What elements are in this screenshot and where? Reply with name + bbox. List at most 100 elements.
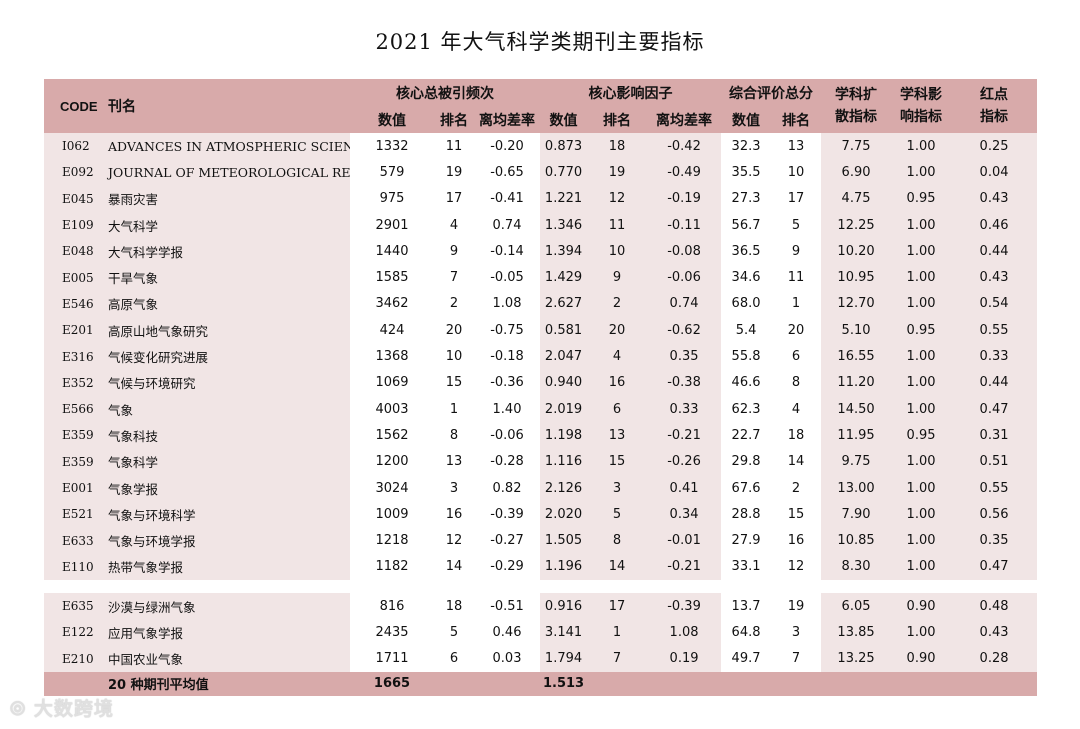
row-impact: 2.020 <box>540 501 588 528</box>
row-citations: 975 <box>350 185 434 212</box>
row-impact-rank: 19 <box>587 159 648 186</box>
row-citations-dev: -0.14 <box>474 238 541 265</box>
row-code: E359 <box>44 448 106 475</box>
row-influence: 1.00 <box>891 133 952 160</box>
row-citations-rank: 20 <box>434 317 474 344</box>
row-citations: 1711 <box>350 645 434 672</box>
row-diffusion: 12.70 <box>821 290 892 318</box>
row-diffusion: 9.75 <box>821 448 892 475</box>
row-impact: 0.581 <box>540 317 588 344</box>
row-citations-rank: 6 <box>434 645 474 672</box>
table-row: E210 中国农业气象 1711 6 0.03 1.794 7 0.19 49.7 7 13.25 0… <box>44 645 1038 672</box>
row-impact-rank: 13 <box>587 422 648 449</box>
row-citations-rank: 12 <box>434 527 474 554</box>
row-influence: 0.95 <box>891 185 952 212</box>
row-redpoint: 0.04 <box>951 159 1038 186</box>
row-impact-rank: 15 <box>587 448 648 475</box>
row-score-rank: 18 <box>771 422 822 449</box>
row-name: 高原山地气象研究 <box>106 317 350 344</box>
row-impact-rank: 16 <box>587 369 648 396</box>
row-redpoint: 0.33 <box>951 343 1038 370</box>
row-score-rank: 2 <box>771 474 822 502</box>
row-citations-dev: 0.03 <box>474 645 541 672</box>
row-influence: 1.00 <box>891 264 952 291</box>
row-name: 气候变化研究进展 <box>106 343 350 370</box>
row-name: 暴雨灾害 <box>106 185 350 212</box>
table-row: E635 沙漠与绿洲气象 816 18 -0.51 0.916 17 -0.39 13.7 19 6… <box>44 593 1038 620</box>
row-impact: 2.627 <box>540 290 588 318</box>
row-citations-dev: -0.27 <box>474 527 541 554</box>
row-citations-dev: -0.18 <box>474 343 541 370</box>
row-score-rank: 20 <box>771 317 822 344</box>
row-score-rank: 10 <box>771 159 822 186</box>
row-diffusion: 11.20 <box>821 369 892 396</box>
row-name: 气象科技 <box>106 422 350 449</box>
row-redpoint: 0.25 <box>951 133 1038 160</box>
row-citations-rank: 17 <box>434 185 474 212</box>
row-impact-dev: -0.38 <box>647 369 722 396</box>
row-influence: 1.00 <box>891 527 952 554</box>
row-name: JOURNAL OF METEOROLOGICAL RESEARCH <box>106 159 350 186</box>
row-name: 热带气象学报 <box>106 553 350 581</box>
row-name: 中国农业气象 <box>106 645 350 672</box>
row-redpoint: 0.44 <box>951 238 1038 265</box>
row-redpoint: 0.47 <box>951 395 1038 423</box>
table-row: E359 气象科学 1200 13 -0.28 1.116 15 -0.26 29.8 14 9.7… <box>44 448 1038 475</box>
row-score: 29.8 <box>721 448 772 475</box>
row-score: 27.9 <box>721 527 772 554</box>
row-redpoint: 0.35 <box>951 527 1038 554</box>
row-influence: 0.95 <box>891 422 952 449</box>
row-influence: 1.00 <box>891 395 952 423</box>
row-citations: 2435 <box>350 619 434 646</box>
row-redpoint: 0.28 <box>951 645 1038 672</box>
header-if-rank: 排名 <box>587 107 648 133</box>
header-diffusion: 学科扩散指标 <box>821 79 892 133</box>
row-impact-dev: -0.21 <box>647 422 722 449</box>
row-influence: 1.00 <box>891 343 952 370</box>
row-name: 应用气象学报 <box>106 619 350 646</box>
row-impact-rank: 17 <box>587 593 648 620</box>
average-empty <box>647 671 722 696</box>
row-diffusion: 8.30 <box>821 553 892 581</box>
row-redpoint: 0.47 <box>951 553 1038 581</box>
row-impact-dev: -0.19 <box>647 185 722 212</box>
row-score-rank: 12 <box>771 553 822 581</box>
row-code: E201 <box>44 317 106 344</box>
row-impact: 0.873 <box>540 133 588 160</box>
row-citations: 4003 <box>350 395 434 423</box>
row-diffusion: 12.25 <box>821 211 892 239</box>
row-name: 干旱气象 <box>106 264 350 291</box>
row-citations: 1332 <box>350 133 434 160</box>
row-influence: 1.00 <box>891 238 952 265</box>
table-row: E109 大气科学 2901 4 0.74 1.346 11 -0.11 56.7 5 12.25 1… <box>44 211 1038 239</box>
row-citations-dev: -0.75 <box>474 317 541 344</box>
row-citations: 1200 <box>350 448 434 475</box>
row-code: E110 <box>44 553 106 581</box>
row-impact-rank: 4 <box>587 343 648 370</box>
row-impact-dev: 0.74 <box>647 290 722 318</box>
row-score: 68.0 <box>721 290 772 318</box>
row-impact: 1.429 <box>540 264 588 291</box>
row-citations: 579 <box>350 159 434 186</box>
row-citations-rank: 16 <box>434 501 474 528</box>
row-impact-rank: 5 <box>587 501 648 528</box>
row-name: 大气科学学报 <box>106 238 350 265</box>
row-impact-rank: 18 <box>587 133 648 160</box>
row-impact-dev: 0.19 <box>647 645 722 672</box>
watermark-logo-icon: ⦾ <box>10 698 34 720</box>
row-impact: 1.505 <box>540 527 588 554</box>
row-citations: 1009 <box>350 501 434 528</box>
header-if-value: 数值 <box>540 107 588 133</box>
row-redpoint: 0.44 <box>951 369 1038 396</box>
row-redpoint: 0.55 <box>951 474 1038 502</box>
row-citations: 1585 <box>350 264 434 291</box>
row-score: 35.5 <box>721 159 772 186</box>
row-score: 32.3 <box>721 133 772 160</box>
table-footer: 20 种期刊平均值 1665 1.513 <box>44 671 1038 696</box>
row-code: E521 <box>44 501 106 528</box>
row-score-rank: 19 <box>771 593 822 620</box>
header-score-value: 数值 <box>721 107 772 133</box>
row-citations-dev: 0.46 <box>474 619 541 646</box>
